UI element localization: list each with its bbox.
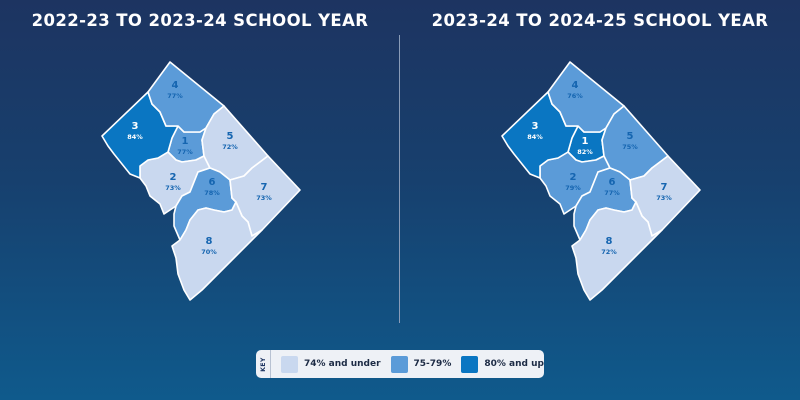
- ward-6-number: 6: [209, 177, 216, 188]
- ward-7-percent: 73%: [656, 194, 672, 202]
- ward-5-number: 5: [227, 131, 234, 142]
- ward-1-number: 1: [582, 136, 589, 147]
- ward-map-right: 182% 279% 384% 476% 575% 677% 773% 872%: [501, 61, 701, 301]
- ward-8-number: 8: [606, 236, 613, 247]
- ward-2-percent: 73%: [165, 184, 181, 192]
- map-title-right: 2023-24 TO 2024-25 SCHOOL YEAR: [431, 11, 769, 30]
- ward-5-number: 5: [627, 131, 634, 142]
- ward-2-number: 2: [170, 172, 177, 183]
- ward-8-region: [571, 201, 663, 301]
- ward-3-percent: 84%: [127, 133, 143, 141]
- legend: KEY 74% and under 75-79% 80% and up: [256, 350, 544, 378]
- legend-item-low: 74% and under: [281, 355, 381, 373]
- ward-1-percent: 77%: [177, 148, 193, 156]
- ward-6-percent: 77%: [604, 189, 620, 197]
- ward-5-percent: 75%: [622, 143, 638, 151]
- ward-8-number: 8: [206, 236, 213, 247]
- legend-swatch-low: [281, 355, 298, 373]
- ward-8-region: [171, 201, 263, 301]
- ward-7-percent: 73%: [256, 194, 272, 202]
- legend-label-mid: 75-79%: [413, 359, 452, 369]
- ward-1-number: 1: [182, 136, 189, 147]
- legend-label-high: 80% and up: [484, 359, 544, 369]
- ward-3-number: 3: [132, 121, 139, 132]
- ward-5-percent: 72%: [222, 143, 238, 151]
- ward-2-number: 2: [570, 172, 577, 183]
- ward-4-percent: 77%: [167, 92, 183, 100]
- legend-swatch-mid: [390, 355, 408, 373]
- legend-item-mid: 75-79%: [390, 355, 452, 373]
- ward-4-number: 4: [172, 80, 179, 91]
- ward-2-percent: 79%: [565, 184, 581, 192]
- ward-1-percent: 82%: [577, 148, 593, 156]
- legend-key-label: KEY: [256, 350, 271, 378]
- ward-4-number: 4: [572, 80, 579, 91]
- legend-label-low: 74% and under: [304, 359, 381, 369]
- ward-8-percent: 72%: [601, 248, 617, 256]
- ward-4-percent: 76%: [567, 92, 583, 100]
- ward-7-number: 7: [661, 182, 668, 193]
- legend-swatch-high: [461, 355, 479, 373]
- legend-item-high: 80% and up: [461, 355, 544, 373]
- ward-map-left: 177%273%384%477%572%678% 773%870%: [101, 61, 301, 301]
- ward-3-number: 3: [532, 121, 539, 132]
- ward-7-number: 7: [261, 182, 268, 193]
- ward-3-percent: 84%: [527, 133, 543, 141]
- ward-8-percent: 70%: [201, 248, 217, 256]
- ward-6-number: 6: [609, 177, 616, 188]
- panel-divider: [399, 35, 400, 323]
- ward-6-percent: 78%: [204, 189, 220, 197]
- map-title-left: 2022-23 TO 2023-24 SCHOOL YEAR: [31, 11, 369, 30]
